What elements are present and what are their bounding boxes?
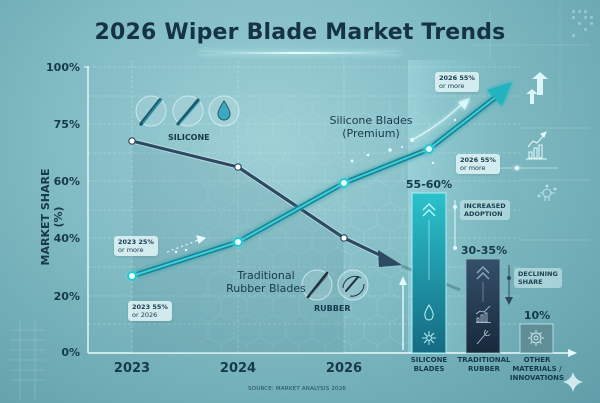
rubber-series-label: Traditional Rubber Blades [226, 269, 306, 295]
y-tick-40: 40% [53, 232, 80, 245]
tag-increased-line1: INCREASED [464, 202, 506, 210]
bar-label-traditional: TRADITIONAL RUBBER [449, 356, 519, 374]
y-tick-0: 0% [61, 346, 80, 359]
rubber-series-label-line2: Rubber Blades [226, 282, 306, 295]
bar-label-silicone-line2: BLADES [413, 365, 445, 373]
callout-2023-top-line2: or more [118, 246, 144, 254]
callout-2023-bottom-line1: 2023 55% [132, 303, 168, 311]
data-points [127, 137, 434, 281]
x-tick-2026: 2026 [325, 361, 363, 376]
bar-value-silicone: 55-60% [405, 178, 453, 191]
silicone-icons [135, 95, 240, 127]
rubber-line [131, 138, 461, 292]
callout-2023-top: 2023 25% or more [114, 236, 158, 256]
bar-label-other-line3: INNOVATIONS [509, 374, 565, 382]
callout-2026-top-line2: or more [439, 82, 465, 90]
tag-increased-adoption: INCREASED ADOPTION [460, 200, 510, 220]
bar-value-traditional: 30-35% [460, 244, 508, 257]
bar-chart-growth-icon [526, 131, 547, 160]
x-tick-2023: 2023 [113, 361, 151, 376]
silicone-series-label-line2: (Premium) [342, 127, 400, 140]
innovation-bulb-icon [537, 184, 557, 201]
silicone-series-label: Silicone Blades (Premium) [316, 114, 426, 140]
rubber-icon-label: RUBBER [314, 304, 351, 313]
source-note: SOURCE: MARKET ANALYSIS 2026 [248, 386, 347, 392]
callout-2026-mid: 2026 55% or more [456, 154, 500, 174]
chart-title: 2026 Wiper Blade Market Trends [94, 20, 506, 45]
bar-label-traditional-line2: RUBBER [468, 365, 500, 373]
bar-label-silicone-line1: SILICONE [410, 356, 448, 364]
callout-2023-bottom: 2023 55% or 2026 [128, 301, 172, 321]
bar-label-other-line2: MATERIALS / [512, 365, 562, 373]
bar-value-other: 10% [523, 309, 551, 322]
callout-2026-mid-line1: 2026 55% [460, 156, 496, 164]
tag-declining-line1: DECLINING [518, 270, 558, 278]
rubber-series-label-line1: Traditional [237, 269, 295, 282]
tag-increased-line2: ADOPTION [464, 210, 503, 218]
callout-2026-top-line1: 2026 55% [439, 74, 475, 82]
silicone-series-label-line1: Silicone Blades [329, 114, 413, 127]
y-tick-60: 60% [53, 175, 80, 188]
tag-declining-line2: SHARE [518, 278, 543, 286]
callout-2023-top-line1: 2023 25% [118, 238, 154, 246]
callout-2026-top: 2026 55% or more [435, 72, 479, 92]
growth-arrows-icon [526, 72, 548, 104]
y-tick-100: 100% [46, 61, 80, 74]
callout-2026-mid-line2: or more [460, 164, 486, 172]
rubber-icons [301, 269, 369, 301]
tag-declining-share: DECLINING SHARE [514, 268, 562, 288]
bar-label-silicone: SILICONE BLADES [394, 356, 464, 374]
bar-label-traditional-line1: TRADITIONAL [457, 356, 511, 364]
bar-label-other: OTHER MATERIALS / INNOVATIONS [502, 356, 572, 383]
silicone-icon-label: SILICONE [168, 133, 210, 142]
y-tick-75: 75% [53, 118, 80, 131]
callout-2023-bottom-line2: or 2026 [132, 311, 158, 319]
y-tick-20: 20% [53, 290, 80, 303]
bar-label-other-line1: OTHER [523, 356, 551, 364]
title-underline [200, 52, 400, 54]
bars [411, 192, 554, 354]
x-tick-2024: 2024 [219, 361, 257, 376]
